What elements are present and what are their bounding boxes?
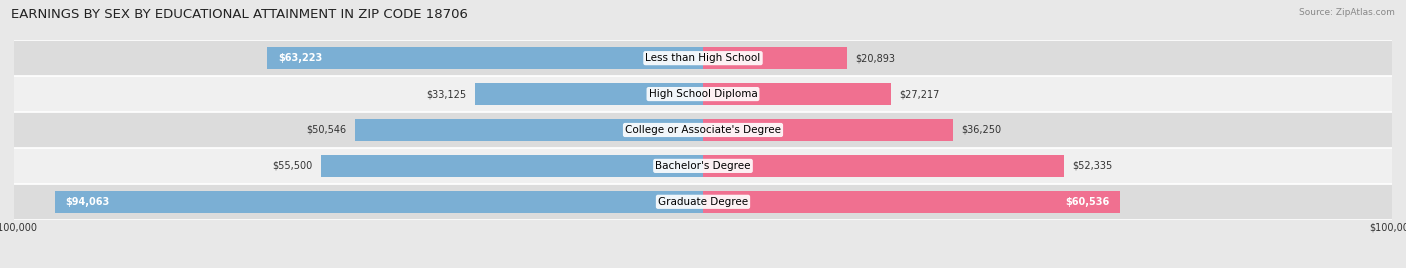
Bar: [55, 191, 703, 213]
Bar: [14, 148, 1392, 184]
Text: Less than High School: Less than High School: [645, 53, 761, 63]
Bar: [14, 40, 1392, 76]
Text: Graduate Degree: Graduate Degree: [658, 197, 748, 207]
Text: High School Diploma: High School Diploma: [648, 89, 758, 99]
Bar: [703, 83, 890, 105]
Bar: [703, 191, 1121, 213]
Text: Source: ZipAtlas.com: Source: ZipAtlas.com: [1299, 8, 1395, 17]
Text: $36,250: $36,250: [962, 125, 1001, 135]
Text: $52,335: $52,335: [1071, 161, 1112, 171]
Bar: [703, 119, 953, 141]
Bar: [703, 155, 1063, 177]
Bar: [14, 184, 1392, 220]
Text: EARNINGS BY SEX BY EDUCATIONAL ATTAINMENT IN ZIP CODE 18706: EARNINGS BY SEX BY EDUCATIONAL ATTAINMEN…: [11, 8, 468, 21]
Text: $94,063: $94,063: [65, 197, 110, 207]
Text: College or Associate's Degree: College or Associate's Degree: [626, 125, 780, 135]
Text: $55,500: $55,500: [273, 161, 312, 171]
Text: $63,223: $63,223: [278, 53, 322, 63]
Bar: [475, 83, 703, 105]
Text: $20,893: $20,893: [855, 53, 896, 63]
Bar: [14, 112, 1392, 148]
Text: $50,546: $50,546: [307, 125, 346, 135]
Text: $33,125: $33,125: [426, 89, 467, 99]
Bar: [703, 47, 846, 69]
Text: Bachelor's Degree: Bachelor's Degree: [655, 161, 751, 171]
Text: $60,536: $60,536: [1066, 197, 1109, 207]
Text: $27,217: $27,217: [898, 89, 939, 99]
Bar: [321, 155, 703, 177]
Bar: [267, 47, 703, 69]
Bar: [14, 76, 1392, 112]
Bar: [354, 119, 703, 141]
